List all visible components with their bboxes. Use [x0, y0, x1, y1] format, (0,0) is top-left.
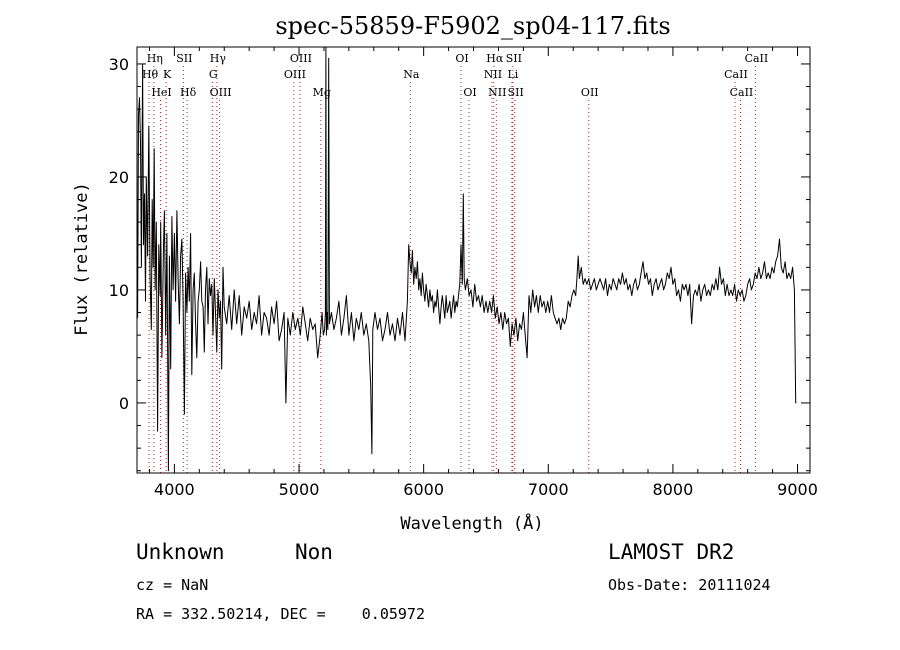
- line-label-23: CaII: [724, 68, 748, 81]
- x-tick-label: 7000: [528, 480, 569, 499]
- object-subclass: Non: [295, 540, 333, 564]
- x-tick-label: 4000: [154, 480, 195, 499]
- y-tick-label: 30: [109, 55, 129, 74]
- survey-name: LAMOST DR2: [608, 540, 735, 564]
- line-label-8: OIII: [210, 86, 232, 99]
- line-label-14: OI: [463, 86, 476, 99]
- spectrum-series: [137, 46, 797, 472]
- redshift-cz: cz = NaN: [136, 576, 209, 594]
- line-label-22: CaII: [745, 52, 769, 65]
- plot-frame: [136, 46, 811, 474]
- line-label-24: CaII: [730, 86, 754, 99]
- line-label-20: SII: [508, 86, 524, 99]
- line-label-18: Li: [507, 68, 518, 81]
- line-label-1: Hθ: [142, 68, 159, 81]
- chart-title: spec-55859-F5902_sp04-117.fits: [275, 12, 670, 40]
- line-label-10: OIII: [284, 68, 306, 81]
- line-label-16: SII: [506, 52, 522, 65]
- line-label-6: Hγ: [210, 52, 227, 65]
- x-tick-label: 9000: [777, 480, 818, 499]
- y-tick-label: 0: [119, 394, 129, 413]
- line-label-19: NII: [488, 86, 506, 99]
- x-tick-label: 6000: [403, 480, 444, 499]
- line-label-13: OI: [455, 52, 468, 65]
- object-class: Unknown: [136, 540, 225, 564]
- line-label-4: SII: [176, 52, 192, 65]
- ra-dec: RA = 332.50214, DEC = 0.05972: [136, 605, 425, 623]
- x-tick-label: 5000: [279, 480, 320, 499]
- x-tick-label: 8000: [653, 480, 694, 499]
- x-axis-label: Wavelength (Å): [400, 512, 543, 534]
- line-label-5: Hδ: [180, 86, 197, 99]
- line-label-21: OII: [581, 86, 599, 99]
- line-label-7: G: [209, 68, 218, 81]
- y-tick-label: 20: [109, 168, 129, 187]
- line-label-2: K: [163, 68, 172, 81]
- y-tick-label: 10: [109, 281, 129, 300]
- observation-date: Obs-Date: 20111024: [608, 576, 771, 594]
- line-label-12: Na: [403, 68, 420, 81]
- line-label-3: HeI: [151, 86, 171, 99]
- line-label-9: OIII: [290, 52, 312, 65]
- spectrum-line: [137, 46, 797, 472]
- axes: 4000 5000 6000 7000 8000 9000 0 10 20 30: [109, 46, 818, 499]
- line-label-0: Hη: [147, 52, 163, 65]
- y-axis-label: Flux (relative): [72, 182, 92, 336]
- line-label-17: NII: [484, 68, 502, 81]
- line-label-15: Hα: [486, 52, 504, 65]
